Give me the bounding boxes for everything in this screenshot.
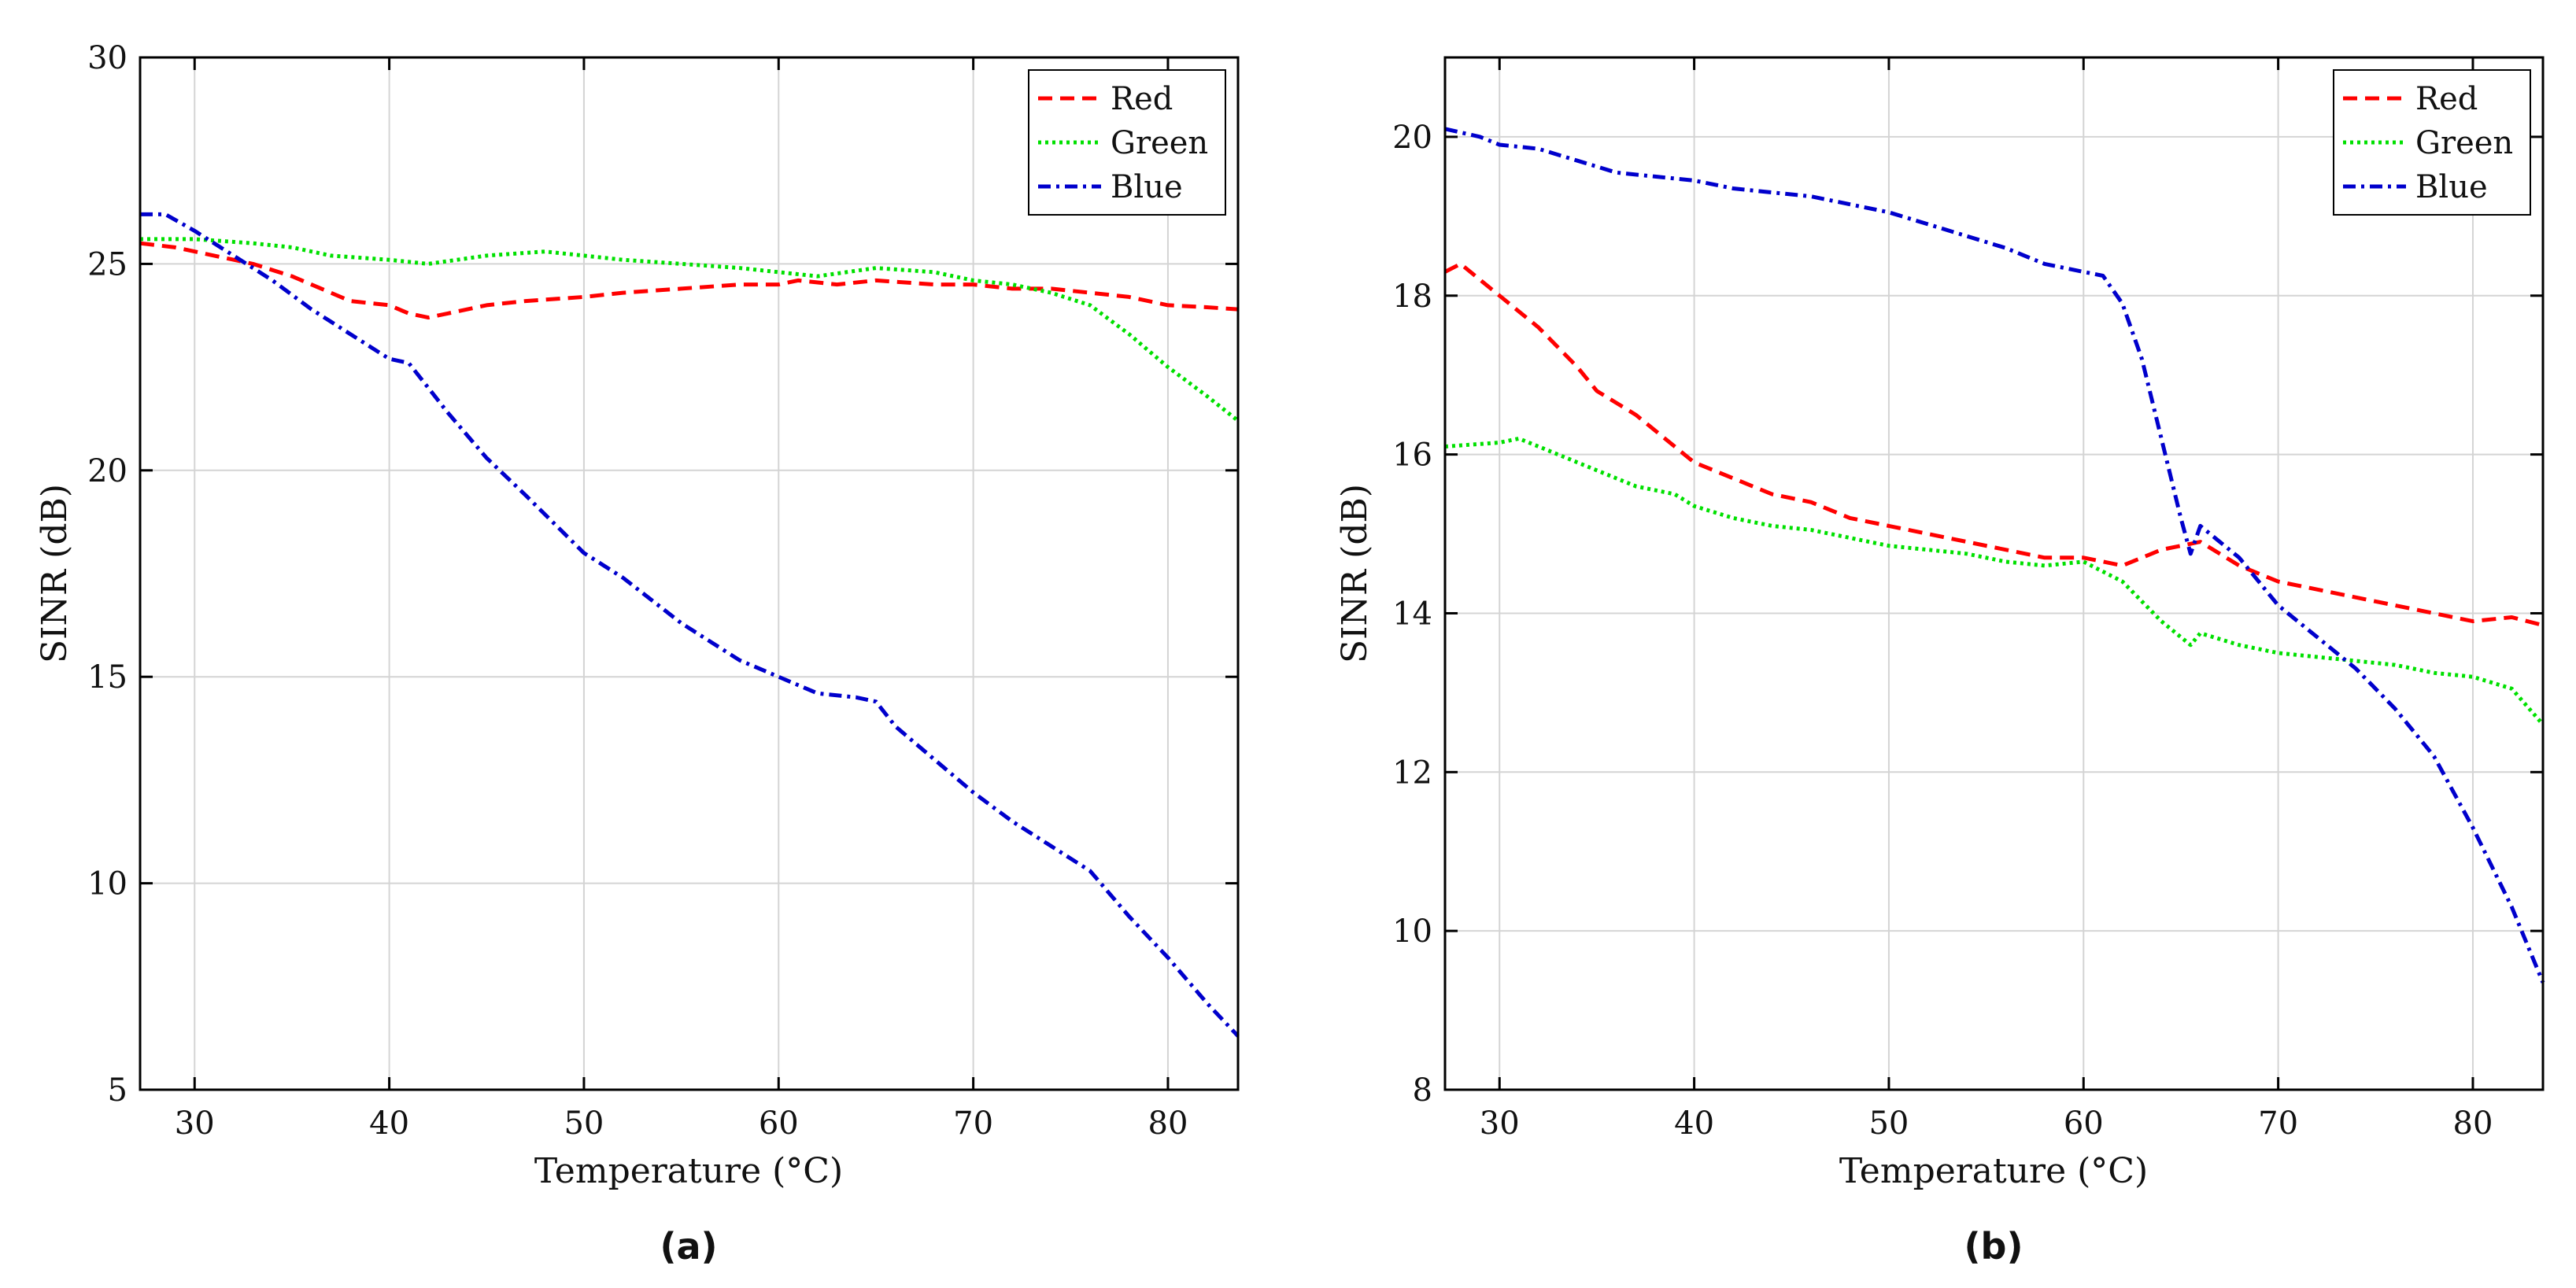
panel-a-legend-label-blue: Blue <box>1111 169 1183 205</box>
panel-a-y-tick-label: 25 <box>87 246 128 282</box>
panel-b-x-tick-label: 80 <box>2453 1105 2493 1142</box>
panel-a-y-tick-label: 15 <box>87 659 128 696</box>
panel-b: 30 40 50 60 70 80 8 10 12 14 16 18 20 Temperature (°… <box>1335 56 2545 1268</box>
panel-a-ticks: 30 40 50 60 70 80 5 10 15 20 25 30 <box>87 40 1238 1142</box>
panel-b-y-tick-label: 8 <box>1413 1072 1432 1109</box>
panel-b-x-tick-label: 40 <box>1674 1105 1714 1142</box>
panel-b-ticks: 30 40 50 60 70 80 8 10 12 14 16 18 20 <box>1392 57 2543 1142</box>
panel-b-series-red-line <box>1443 261 2544 628</box>
panel-b-plot-frame <box>1443 56 2545 1091</box>
panel-a-x-tick-label: 80 <box>1148 1105 1188 1142</box>
panel-a-x-tick-label: 50 <box>564 1105 604 1142</box>
panel-b-y-tick-label: 16 <box>1392 437 1432 474</box>
panel-b-x-tick-label: 50 <box>1868 1105 1909 1142</box>
panel-a-y-tick-label: 5 <box>108 1072 128 1109</box>
panel-a-legend-label-red: Red <box>1111 81 1173 117</box>
panel-b-series <box>1443 127 2545 984</box>
panel-b-legend: Red Green Blue <box>2333 69 2531 216</box>
panel-b-y-tick-label: 12 <box>1392 755 1432 791</box>
panel-a-series-blue-line <box>140 212 1240 1038</box>
panel-a-y-tick-label: 20 <box>87 453 128 489</box>
panel-b-y-tick-label: 10 <box>1392 913 1432 950</box>
panel-a-legend-label-green: Green <box>1111 125 1208 161</box>
panel-b-y-tick-label: 14 <box>1392 596 1432 632</box>
panel-b-grid <box>1445 57 2543 1091</box>
panel-b-legend-label-green: Green <box>2415 125 2513 161</box>
panel-b-x-tick-label: 60 <box>2064 1105 2104 1142</box>
panel-a-series <box>139 212 1240 1038</box>
panel-b-legend-label-red: Red <box>2415 81 2478 117</box>
panel-b-y-axis-label: SINR (dB) <box>1335 484 1375 663</box>
panel-a-x-axis-label: Temperature (°C) <box>534 1151 843 1191</box>
panel-a-plot-frame <box>139 56 1240 1091</box>
panel-a-y-tick-label: 30 <box>87 40 128 76</box>
panel-b-x-axis-label: Temperature (°C) <box>1839 1151 2148 1191</box>
panel-a-x-tick-label: 30 <box>175 1105 215 1142</box>
panel-a-caption: (a) <box>660 1225 717 1268</box>
panel-a-x-tick-label: 70 <box>953 1105 993 1142</box>
panel-b-x-tick-label: 70 <box>2258 1105 2298 1142</box>
panel-a-series-green-line <box>140 237 1240 423</box>
panel-a-series-red-line <box>139 241 1239 320</box>
panel-b-y-tick-label: 18 <box>1392 279 1432 315</box>
panel-b-series-green-line <box>1444 436 2545 726</box>
panel-a-y-tick-label: 10 <box>87 866 128 902</box>
panel-a-x-tick-label: 60 <box>759 1105 799 1142</box>
panel-a-legend: Red Green Blue <box>1028 69 1226 216</box>
panel-b-series-blue-line <box>1444 127 2545 984</box>
panel-b-y-tick-label: 20 <box>1392 120 1432 156</box>
panel-a-y-axis-label: SINR (dB) <box>35 484 75 663</box>
panel-b-legend-label-blue: Blue <box>2415 169 2488 205</box>
panel-b-caption: (b) <box>1964 1225 2023 1268</box>
panel-b-x-tick-label: 30 <box>1480 1105 1520 1142</box>
panel-a-x-tick-label: 40 <box>369 1105 409 1142</box>
panel-a: 30 40 50 60 70 80 5 10 15 20 25 30 Temperature (°C)… <box>35 40 1240 1268</box>
